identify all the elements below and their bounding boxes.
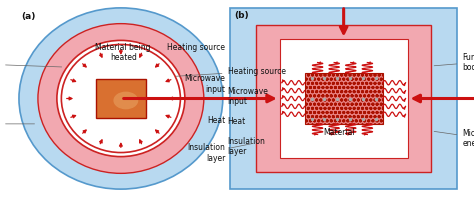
Text: Insulation
layer: Insulation layer bbox=[0, 54, 62, 74]
Text: Furnace
body: Furnace body bbox=[0, 114, 35, 134]
Bar bbox=[304, 73, 383, 124]
Text: Microwave
energy: Microwave energy bbox=[434, 129, 474, 148]
Text: Insulation
layer: Insulation layer bbox=[228, 137, 265, 156]
Ellipse shape bbox=[19, 8, 223, 189]
Bar bbox=[280, 39, 408, 158]
Text: Microwave
input: Microwave input bbox=[228, 87, 268, 106]
Text: Heat: Heat bbox=[228, 117, 246, 126]
Ellipse shape bbox=[57, 40, 185, 157]
Text: Material: Material bbox=[323, 128, 355, 137]
Text: Furnace
body: Furnace body bbox=[434, 53, 474, 72]
Text: (b): (b) bbox=[235, 11, 249, 20]
Text: Heating source: Heating source bbox=[167, 43, 225, 52]
Text: Heating source: Heating source bbox=[176, 67, 285, 76]
Text: Microwave
input: Microwave input bbox=[184, 74, 225, 94]
Text: Material being
heated: Material being heated bbox=[95, 43, 151, 62]
Text: Heat: Heat bbox=[207, 116, 225, 125]
Bar bbox=[256, 25, 431, 172]
Ellipse shape bbox=[113, 92, 138, 109]
Bar bbox=[96, 79, 146, 118]
Bar bbox=[230, 8, 457, 189]
Text: (a): (a) bbox=[21, 12, 36, 21]
Ellipse shape bbox=[38, 24, 204, 173]
Text: Insulation
layer: Insulation layer bbox=[187, 143, 253, 163]
